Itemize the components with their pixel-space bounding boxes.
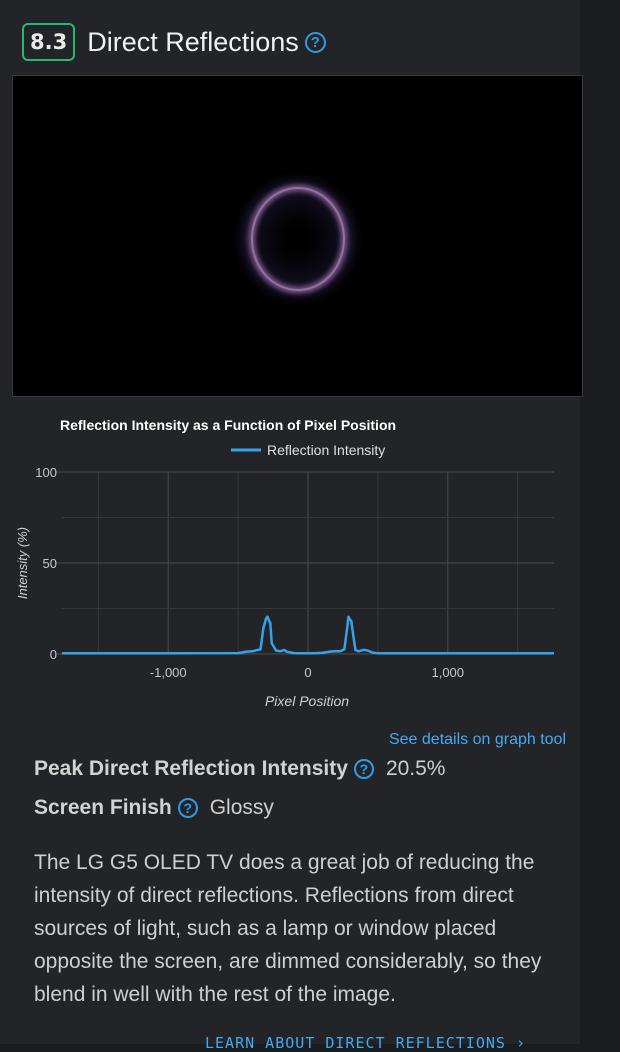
section-header: 8.3 Direct Reflections ? (22, 22, 326, 62)
chart-title: Reflection Intensity as a Function of Pi… (60, 417, 396, 433)
y-tick-label: 50 (43, 556, 57, 571)
chart-legend[interactable]: Reflection Intensity (231, 442, 385, 458)
x-axis-label: Pixel Position (265, 693, 349, 709)
description-text: The LG G5 OLED TV does a great job of re… (34, 851, 542, 1006)
question-circle-icon[interactable]: ? (353, 759, 374, 779)
question-circle-icon[interactable]: ? (177, 798, 198, 818)
chart-grid (62, 471, 554, 655)
x-tick-label: -1,000 (150, 665, 187, 680)
reflection-chart: Reflection Intensity as a Function of Pi… (15, 417, 554, 709)
reflection-ring-image (230, 169, 366, 309)
series-reflection-intensity (62, 615, 554, 655)
screen-finish-row: Screen Finish ? Glossy (34, 796, 274, 820)
x-tick-label: 1,000 (431, 665, 464, 680)
graph-tool-link[interactable]: See details on graph tool (388, 731, 566, 748)
peak-intensity-value: 20.5% (385, 757, 446, 780)
section-title: Direct Reflections (87, 27, 299, 57)
y-axis-label: Intensity (%) (15, 527, 30, 599)
peak-intensity-row: Peak Direct Reflection Intensity ? 20.5% (34, 757, 445, 781)
y-tick-label: 100 (35, 465, 57, 480)
x-axis-ticks: -1,000 0 1,000 (150, 665, 464, 680)
question-circle-icon[interactable]: ? (304, 31, 326, 53)
y-tick-label: 0 (50, 647, 57, 662)
screen-finish-label: Screen Finish (34, 796, 172, 819)
score-badge: 8.3 (22, 23, 76, 61)
y-axis-ticks: 0 50 100 (35, 465, 62, 662)
legend-label: Reflection Intensity (267, 442, 385, 458)
x-tick-label: 0 (304, 665, 311, 680)
peak-intensity-label: Peak Direct Reflection Intensity (34, 757, 348, 780)
reflection-photo[interactable] (12, 75, 583, 397)
screen-finish-value: Glossy (209, 796, 274, 819)
learn-more-link[interactable]: LEARN ABOUT DIRECT REFLECTIONS › (205, 1034, 526, 1052)
